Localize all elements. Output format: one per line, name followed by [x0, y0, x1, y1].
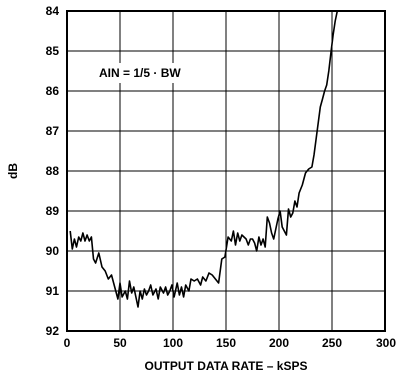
y-axis-title: dB — [6, 163, 20, 179]
annotation-text: AIN = 1/5 · BW — [99, 66, 181, 80]
y-tick-label: 90 — [46, 244, 60, 258]
x-tick-label: 150 — [216, 336, 236, 350]
y-tick-label: 89 — [46, 204, 60, 218]
annotation-background — [93, 63, 211, 83]
x-tick-label: 250 — [322, 336, 342, 350]
x-tick-label: 200 — [269, 336, 289, 350]
series-line — [69, 10, 339, 308]
y-tick-label: 87 — [46, 124, 60, 138]
tick-labels: 0 50 100 150 200 250 300 84 85 86 87 88 89 90 91 92 — [46, 4, 397, 350]
annotation-box: AIN = 1/5 · BW — [93, 63, 211, 83]
x-tick-label: 100 — [163, 336, 183, 350]
y-tick-label: 86 — [46, 84, 60, 98]
y-tick-label: 88 — [46, 164, 60, 178]
x-tick-label: 300 — [376, 336, 396, 350]
y-tick-label: 91 — [46, 284, 60, 298]
x-axis-title: OUTPUT DATA RATE – kSPS — [145, 359, 308, 373]
plot-frame — [66, 10, 386, 332]
y-tick-label: 85 — [46, 44, 60, 58]
x-tick-label: 0 — [64, 336, 71, 350]
y-tick-label: 92 — [46, 324, 60, 338]
x-tick-label: 50 — [113, 336, 127, 350]
grid — [67, 11, 385, 331]
y-tick-label: 84 — [46, 4, 60, 18]
